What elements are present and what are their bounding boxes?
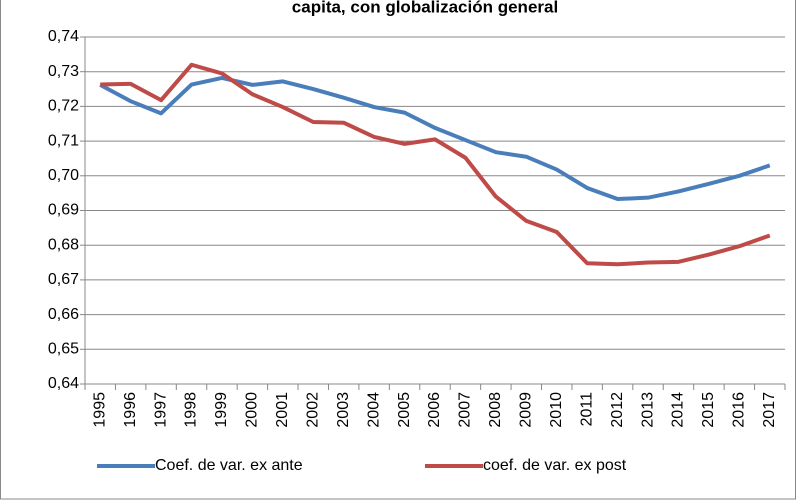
x-tick-label: 2012 — [609, 392, 626, 428]
y-tick-label: 0,66 — [48, 306, 79, 323]
x-tick-label: 1998 — [183, 392, 200, 428]
x-tick-label: 1997 — [152, 392, 169, 428]
x-tick-label: 1999 — [213, 392, 230, 428]
series-line — [99, 75, 771, 202]
x-tick-label: 2005 — [396, 392, 413, 428]
x-tick-label: 2002 — [304, 392, 321, 428]
x-tick-label: 2010 — [548, 392, 565, 428]
series-line — [100, 62, 771, 267]
x-tick-label: 2000 — [244, 392, 261, 428]
legend-label: Coef. de var. ex ante — [155, 457, 303, 474]
y-tick-label: 0,68 — [48, 236, 79, 253]
x-tick-label: 2006 — [426, 392, 443, 428]
x-tick-label: 1995 — [91, 392, 108, 428]
y-tick-label: 0,67 — [48, 271, 79, 288]
x-tick-label: 2016 — [731, 392, 748, 428]
x-tick-label: 2014 — [670, 392, 687, 428]
y-tick-label: 0,74 — [48, 28, 79, 45]
chart-title: capita, con globalización general — [292, 0, 558, 16]
legend-label: coef. de var. ex post — [483, 457, 627, 474]
x-tick-label: 1996 — [122, 392, 139, 428]
x-tick-label: 2001 — [274, 392, 291, 428]
x-tick-label: 2015 — [700, 392, 717, 428]
y-tick-label: 0,73 — [48, 63, 79, 80]
x-tick-label: 2013 — [639, 392, 656, 428]
x-tick-label: 2004 — [365, 392, 382, 428]
x-tick-label: 2007 — [457, 392, 474, 428]
y-tick-label: 0,69 — [48, 202, 79, 219]
y-tick-label: 0,71 — [48, 132, 79, 149]
y-tick-label: 0,70 — [48, 167, 79, 184]
y-tick-label: 0,72 — [48, 98, 79, 115]
y-tick-label: 0,65 — [48, 341, 79, 358]
x-tick-label: 2017 — [761, 392, 778, 428]
x-tick-label: 2009 — [518, 392, 535, 428]
x-tick-label: 2008 — [487, 392, 504, 428]
x-tick-label: 2011 — [578, 392, 595, 427]
y-tick-label: 0,64 — [48, 375, 79, 392]
x-tick-label: 2003 — [335, 392, 352, 428]
